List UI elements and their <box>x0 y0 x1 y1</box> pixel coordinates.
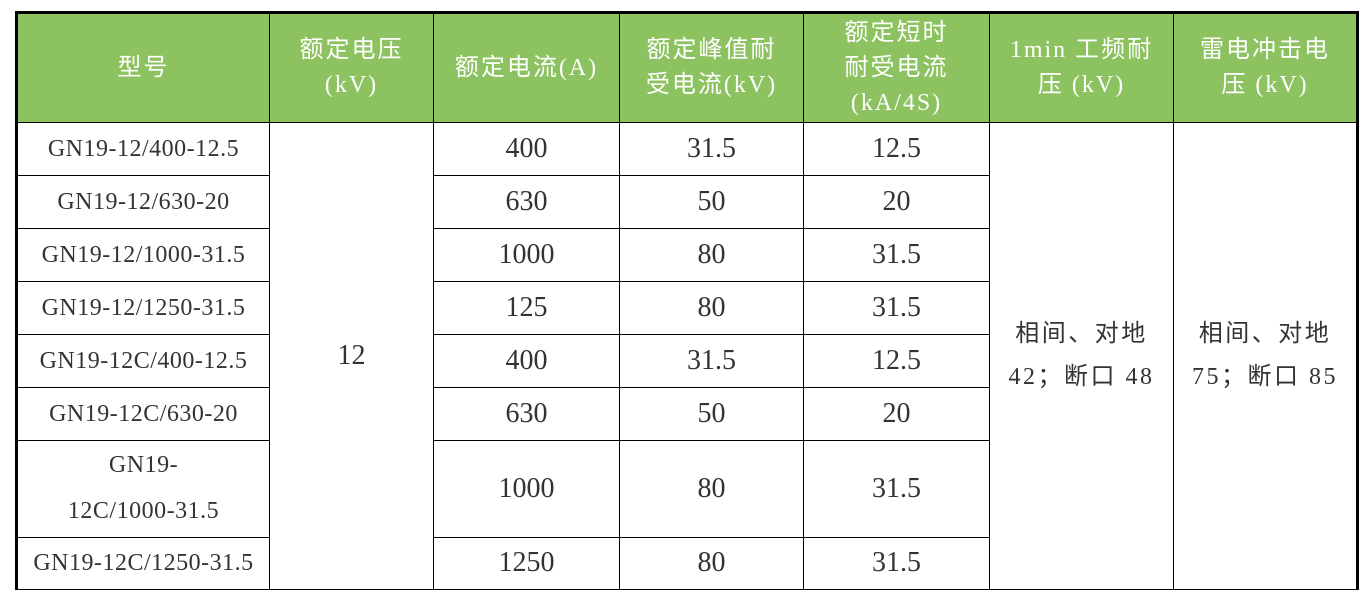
table-row: GN19-12/1000-31.5 1000 80 31.5 <box>16 228 1358 283</box>
header-rated-voltage: 额定电压 (kV) <box>269 11 434 124</box>
rated-current-cell: 630 <box>433 175 620 230</box>
header-short-time-withstand-current: 额定短时 耐受电流 (kA/4S) <box>803 11 990 124</box>
model-cell: GN19-12/1250-31.5 <box>16 281 270 336</box>
model-cell: GN19-12/400-12.5 <box>16 122 270 177</box>
table-row: GN19-12/1250-31.5 125 80 31.5 <box>16 281 1358 336</box>
short-time-withstand-cell: 20 <box>803 175 990 230</box>
power-frequency-cell: 相间、对地 42；断口 48 <box>989 122 1174 590</box>
header-rated-current: 额定电流(A) <box>433 11 620 124</box>
peak-withstand-cell: 50 <box>619 175 804 230</box>
rated-current-cell: 125 <box>433 281 620 336</box>
model-cell: GN19-12C/630-20 <box>16 387 270 442</box>
spec-table: 型号 额定电压 (kV) 额定电流(A) 额定峰值耐 受电流(kV) 额定短时 … <box>15 11 1359 590</box>
table-header: 型号 额定电压 (kV) 额定电流(A) 额定峰值耐 受电流(kV) 额定短时 … <box>16 11 1358 124</box>
short-time-withstand-cell: 31.5 <box>803 440 990 538</box>
short-time-withstand-cell: 12.5 <box>803 334 990 389</box>
rated-current-cell: 1000 <box>433 228 620 283</box>
rated-voltage-cell: 12 <box>269 122 434 590</box>
rated-current-cell: 630 <box>433 387 620 442</box>
short-time-withstand-cell: 31.5 <box>803 281 990 336</box>
header-lightning-impulse: 雷电冲击电 压 (kV) <box>1173 11 1358 124</box>
rated-current-cell: 1250 <box>433 536 620 590</box>
table-row: GN19-12C/630-20 630 50 20 <box>16 387 1358 442</box>
peak-withstand-cell: 80 <box>619 228 804 283</box>
rated-current-cell: 400 <box>433 334 620 389</box>
peak-withstand-cell: 80 <box>619 281 804 336</box>
short-time-withstand-cell: 31.5 <box>803 228 990 283</box>
header-model: 型号 <box>16 11 270 124</box>
model-cell: GN19-12/1000-31.5 <box>16 228 270 283</box>
short-time-withstand-cell: 31.5 <box>803 536 990 590</box>
lightning-impulse-cell: 相间、对地 75；断口 85 <box>1173 122 1358 590</box>
peak-withstand-cell: 80 <box>619 536 804 590</box>
model-cell: GN19-12C/400-12.5 <box>16 334 270 389</box>
header-power-frequency-withstand: 1min 工频耐 压 (kV) <box>989 11 1174 124</box>
table-row: GN19-12/630-20 630 50 20 <box>16 175 1358 230</box>
model-cell: GN19-12C/1250-31.5 <box>16 536 270 590</box>
peak-withstand-cell: 31.5 <box>619 122 804 177</box>
rated-current-cell: 1000 <box>433 440 620 538</box>
header-peak-withstand-current: 额定峰值耐 受电流(kV) <box>619 11 804 124</box>
short-time-withstand-cell: 20 <box>803 387 990 442</box>
table-body: GN19-12/400-12.5 12 400 31.5 12.5 相间、对地 … <box>16 122 1358 590</box>
rated-current-cell: 400 <box>433 122 620 177</box>
table-row: GN19-12C/1250-31.5 1250 80 31.5 <box>16 536 1358 590</box>
peak-withstand-cell: 50 <box>619 387 804 442</box>
short-time-withstand-cell: 12.5 <box>803 122 990 177</box>
peak-withstand-cell: 80 <box>619 440 804 538</box>
table-row: GN19- 12C/1000-31.5 1000 80 31.5 <box>16 440 1358 538</box>
model-cell: GN19-12/630-20 <box>16 175 270 230</box>
model-cell: GN19- 12C/1000-31.5 <box>16 440 270 538</box>
header-row: 型号 额定电压 (kV) 额定电流(A) 额定峰值耐 受电流(kV) 额定短时 … <box>16 11 1358 124</box>
table-row: GN19-12/400-12.5 12 400 31.5 12.5 相间、对地 … <box>16 122 1358 590</box>
peak-withstand-cell: 31.5 <box>619 334 804 389</box>
